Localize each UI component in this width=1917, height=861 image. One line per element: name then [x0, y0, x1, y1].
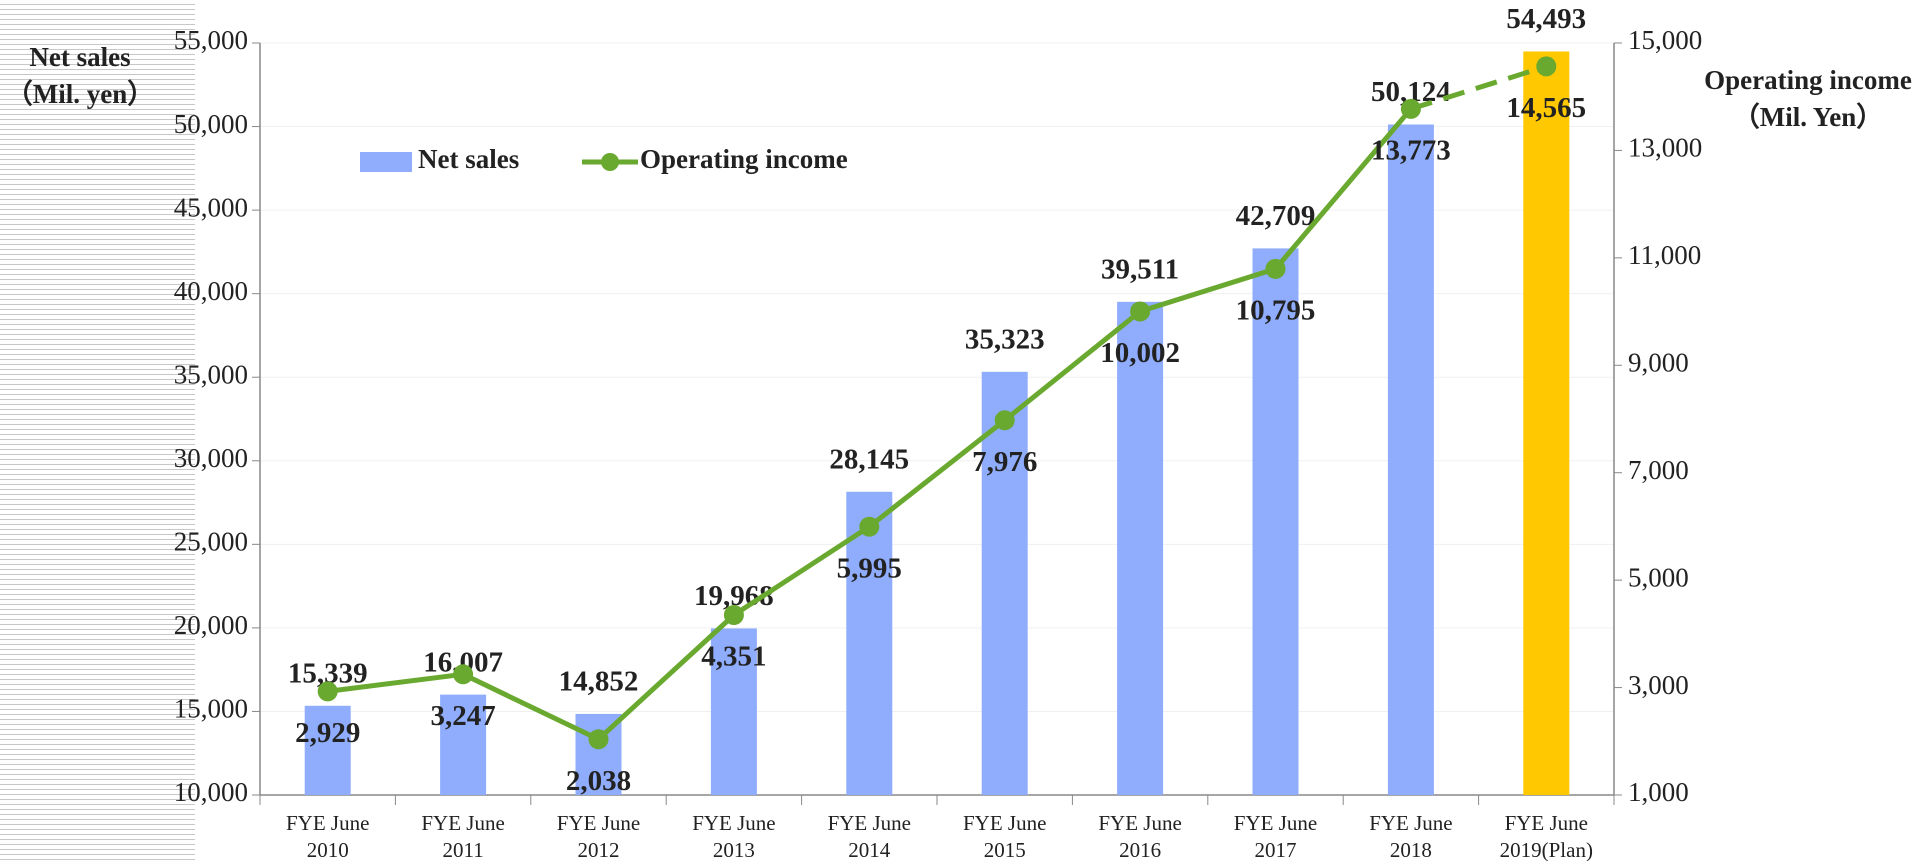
- point-value-label: 10,002: [1100, 337, 1180, 369]
- point: [317, 681, 338, 702]
- legend-swatch: [601, 153, 619, 171]
- line-segment: [1273, 107, 1413, 271]
- line-segment: [596, 613, 736, 742]
- y2-axis-title: Operating income: [1704, 65, 1912, 95]
- y-tick-label: 30,000: [174, 443, 248, 473]
- x-tick-label: 2014: [848, 838, 891, 861]
- x-tick-label: 2015: [984, 838, 1026, 861]
- y2-tick-label: 11,000: [1628, 240, 1701, 270]
- bar: [846, 491, 893, 795]
- x-tick-label: 2018: [1390, 838, 1432, 861]
- y2-tick-label: 15,000: [1628, 25, 1702, 55]
- legend-swatch: [360, 152, 412, 172]
- x-tick-label: FYE June: [557, 811, 640, 835]
- y-axis-title: Net sales: [29, 42, 130, 72]
- point: [1265, 258, 1286, 279]
- x-tick-label: FYE June: [1369, 811, 1452, 835]
- line-segment: [462, 672, 600, 742]
- point-value-label: 10,795: [1236, 295, 1316, 327]
- line-segment: [1410, 63, 1548, 112]
- bar: [1523, 51, 1570, 795]
- legend-label: Operating income: [640, 144, 848, 174]
- bar-value-label: 42,709: [1236, 200, 1316, 232]
- point: [723, 605, 744, 626]
- y-tick-label: 10,000: [174, 777, 248, 807]
- point: [1536, 56, 1557, 77]
- point-value-label: 7,976: [972, 446, 1037, 478]
- bar: [440, 694, 487, 795]
- line-segment: [327, 671, 464, 694]
- y2-axis-title: （Mil. Yen）: [1733, 102, 1884, 132]
- point: [994, 410, 1015, 431]
- y2-tick-label: 7,000: [1628, 455, 1689, 485]
- x-tick-label: 2010: [307, 838, 349, 861]
- x-tick-label: FYE June: [963, 811, 1046, 835]
- x-tick-label: FYE June: [692, 811, 775, 835]
- point: [1400, 98, 1421, 119]
- x-tick-label: 2012: [578, 838, 620, 861]
- bar-value-label: 35,323: [965, 323, 1045, 355]
- line-segment: [1139, 266, 1277, 314]
- y2-tick-label: 1,000: [1628, 777, 1689, 807]
- point-value-label: 13,773: [1371, 135, 1451, 167]
- point-value-label: 2,929: [295, 717, 360, 749]
- x-tick-label: FYE June: [1505, 811, 1588, 835]
- x-tick-label: 2019(Plan): [1500, 838, 1593, 861]
- x-tick-label: 2013: [713, 838, 755, 861]
- bar: [1387, 124, 1434, 795]
- bar: [1117, 301, 1164, 795]
- y2-tick-label: 13,000: [1628, 133, 1702, 163]
- line-segment: [867, 418, 1007, 529]
- point: [859, 516, 880, 537]
- x-tick-label: FYE June: [1234, 811, 1317, 835]
- bar-value-label: 14,852: [559, 666, 639, 698]
- bar-value-label: 54,493: [1506, 3, 1586, 35]
- x-tick-label: FYE June: [828, 811, 911, 835]
- x-tick-label: FYE June: [1098, 811, 1181, 835]
- point: [588, 729, 609, 750]
- x-tick-label: FYE June: [421, 811, 504, 835]
- bar-value-label: 39,511: [1101, 253, 1179, 285]
- bar: [981, 371, 1028, 795]
- y-tick-label: 40,000: [174, 276, 248, 306]
- point-value-label: 3,247: [430, 700, 495, 732]
- x-tick-label: 2011: [442, 838, 483, 861]
- point-value-label: 5,995: [837, 552, 902, 584]
- line-segment: [732, 524, 871, 618]
- y2-tick-label: 5,000: [1628, 562, 1689, 592]
- point: [1130, 301, 1151, 322]
- y-tick-label: 50,000: [174, 109, 248, 139]
- y-tick-label: 45,000: [174, 192, 248, 222]
- point-value-label: 2,038: [566, 765, 631, 797]
- point: [453, 664, 474, 685]
- x-tick-label: 2016: [1119, 838, 1161, 861]
- point-value-label: 4,351: [701, 641, 766, 673]
- decoration: [0, 0, 195, 861]
- y2-tick-label: 9,000: [1628, 347, 1689, 377]
- bar: [1252, 248, 1299, 796]
- y-tick-label: 15,000: [174, 694, 248, 724]
- y-tick-label: 35,000: [174, 359, 248, 389]
- x-tick-label: 2017: [1255, 838, 1297, 861]
- y-tick-label: 25,000: [174, 527, 248, 557]
- legend-label: Net sales: [418, 144, 519, 174]
- x-tick-label: FYE June: [286, 811, 369, 835]
- bar: [710, 628, 757, 795]
- y2-tick-label: 3,000: [1628, 670, 1689, 700]
- bar: [304, 705, 351, 795]
- bar-value-label: 28,145: [829, 443, 909, 475]
- y-tick-label: 20,000: [174, 610, 248, 640]
- point-value-label: 14,565: [1506, 92, 1586, 124]
- y-axis-title: （Mil. yen）: [6, 79, 155, 109]
- y-tick-label: 55,000: [174, 25, 248, 55]
- line-segment: [1003, 309, 1142, 423]
